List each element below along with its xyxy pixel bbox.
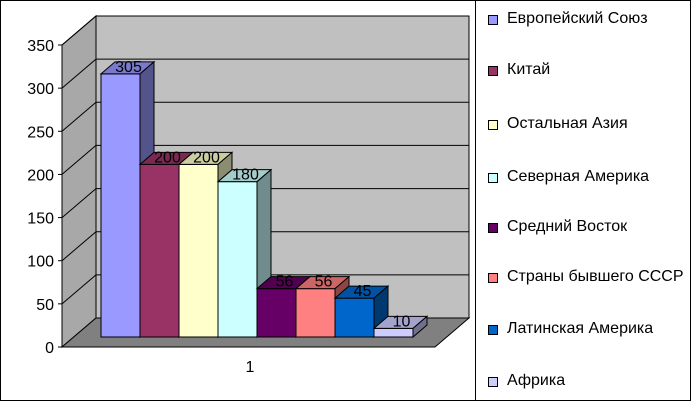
gridline <box>61 145 97 175</box>
bar <box>178 163 219 338</box>
gridline <box>61 274 97 305</box>
data-label: 200 <box>154 149 181 166</box>
gridline <box>61 188 97 218</box>
y-tick-label: 0 <box>45 340 54 357</box>
legend-label: Латинская Америка <box>507 320 654 337</box>
bar <box>334 297 375 338</box>
legend-swatch <box>488 15 498 25</box>
y-tick-label: 300 <box>27 81 54 98</box>
bar <box>139 163 180 338</box>
bar-chart: 0 50 100 150 200 250 300 350 305 200 200 180 56 56 45 1… <box>27 14 471 376</box>
legend-label: Африка <box>507 372 566 389</box>
legend-swatch <box>488 223 498 233</box>
legend: Европейский Союз Китай Остальная Азия Север… <box>475 1 689 400</box>
bar <box>295 288 336 338</box>
data-label: 56 <box>315 274 333 291</box>
data-label: 10 <box>393 313 411 330</box>
gridline <box>61 15 97 46</box>
gridline <box>61 101 97 132</box>
y-tick-label: 250 <box>27 124 54 141</box>
bar <box>217 181 258 338</box>
legend-swatch <box>488 173 498 183</box>
data-label: 56 <box>276 274 294 291</box>
bar <box>256 288 297 338</box>
y-tick-label: 50 <box>36 297 54 314</box>
bar <box>100 73 141 338</box>
data-label: 305 <box>115 59 142 76</box>
side-wall <box>61 14 97 349</box>
legend-label: Европейский Союз <box>507 10 648 27</box>
legend-swatch <box>488 66 498 76</box>
legend-label: Средний Восток <box>507 218 628 235</box>
legend-swatch <box>488 273 498 283</box>
data-label: 180 <box>232 167 259 184</box>
data-label: 45 <box>354 283 372 300</box>
data-label: 200 <box>193 149 220 166</box>
y-tick-label: 350 <box>27 38 54 55</box>
bar-side <box>412 315 428 339</box>
gridline <box>61 231 97 262</box>
y-tick-label: 200 <box>27 167 54 184</box>
legend-label: Страны бывшего СССР <box>507 268 684 285</box>
x-tick-label: 1 <box>246 359 255 376</box>
legend-swatch <box>488 377 498 387</box>
legend-label: Китай <box>507 61 551 78</box>
legend-label: Северная Америка <box>507 168 650 185</box>
legend-label: Остальная Азия <box>507 115 628 132</box>
y-tick-label: 150 <box>27 211 54 228</box>
legend-swatch <box>488 120 498 130</box>
gridline <box>61 58 97 89</box>
legend-swatch <box>488 325 498 335</box>
y-tick-label: 100 <box>27 254 54 271</box>
